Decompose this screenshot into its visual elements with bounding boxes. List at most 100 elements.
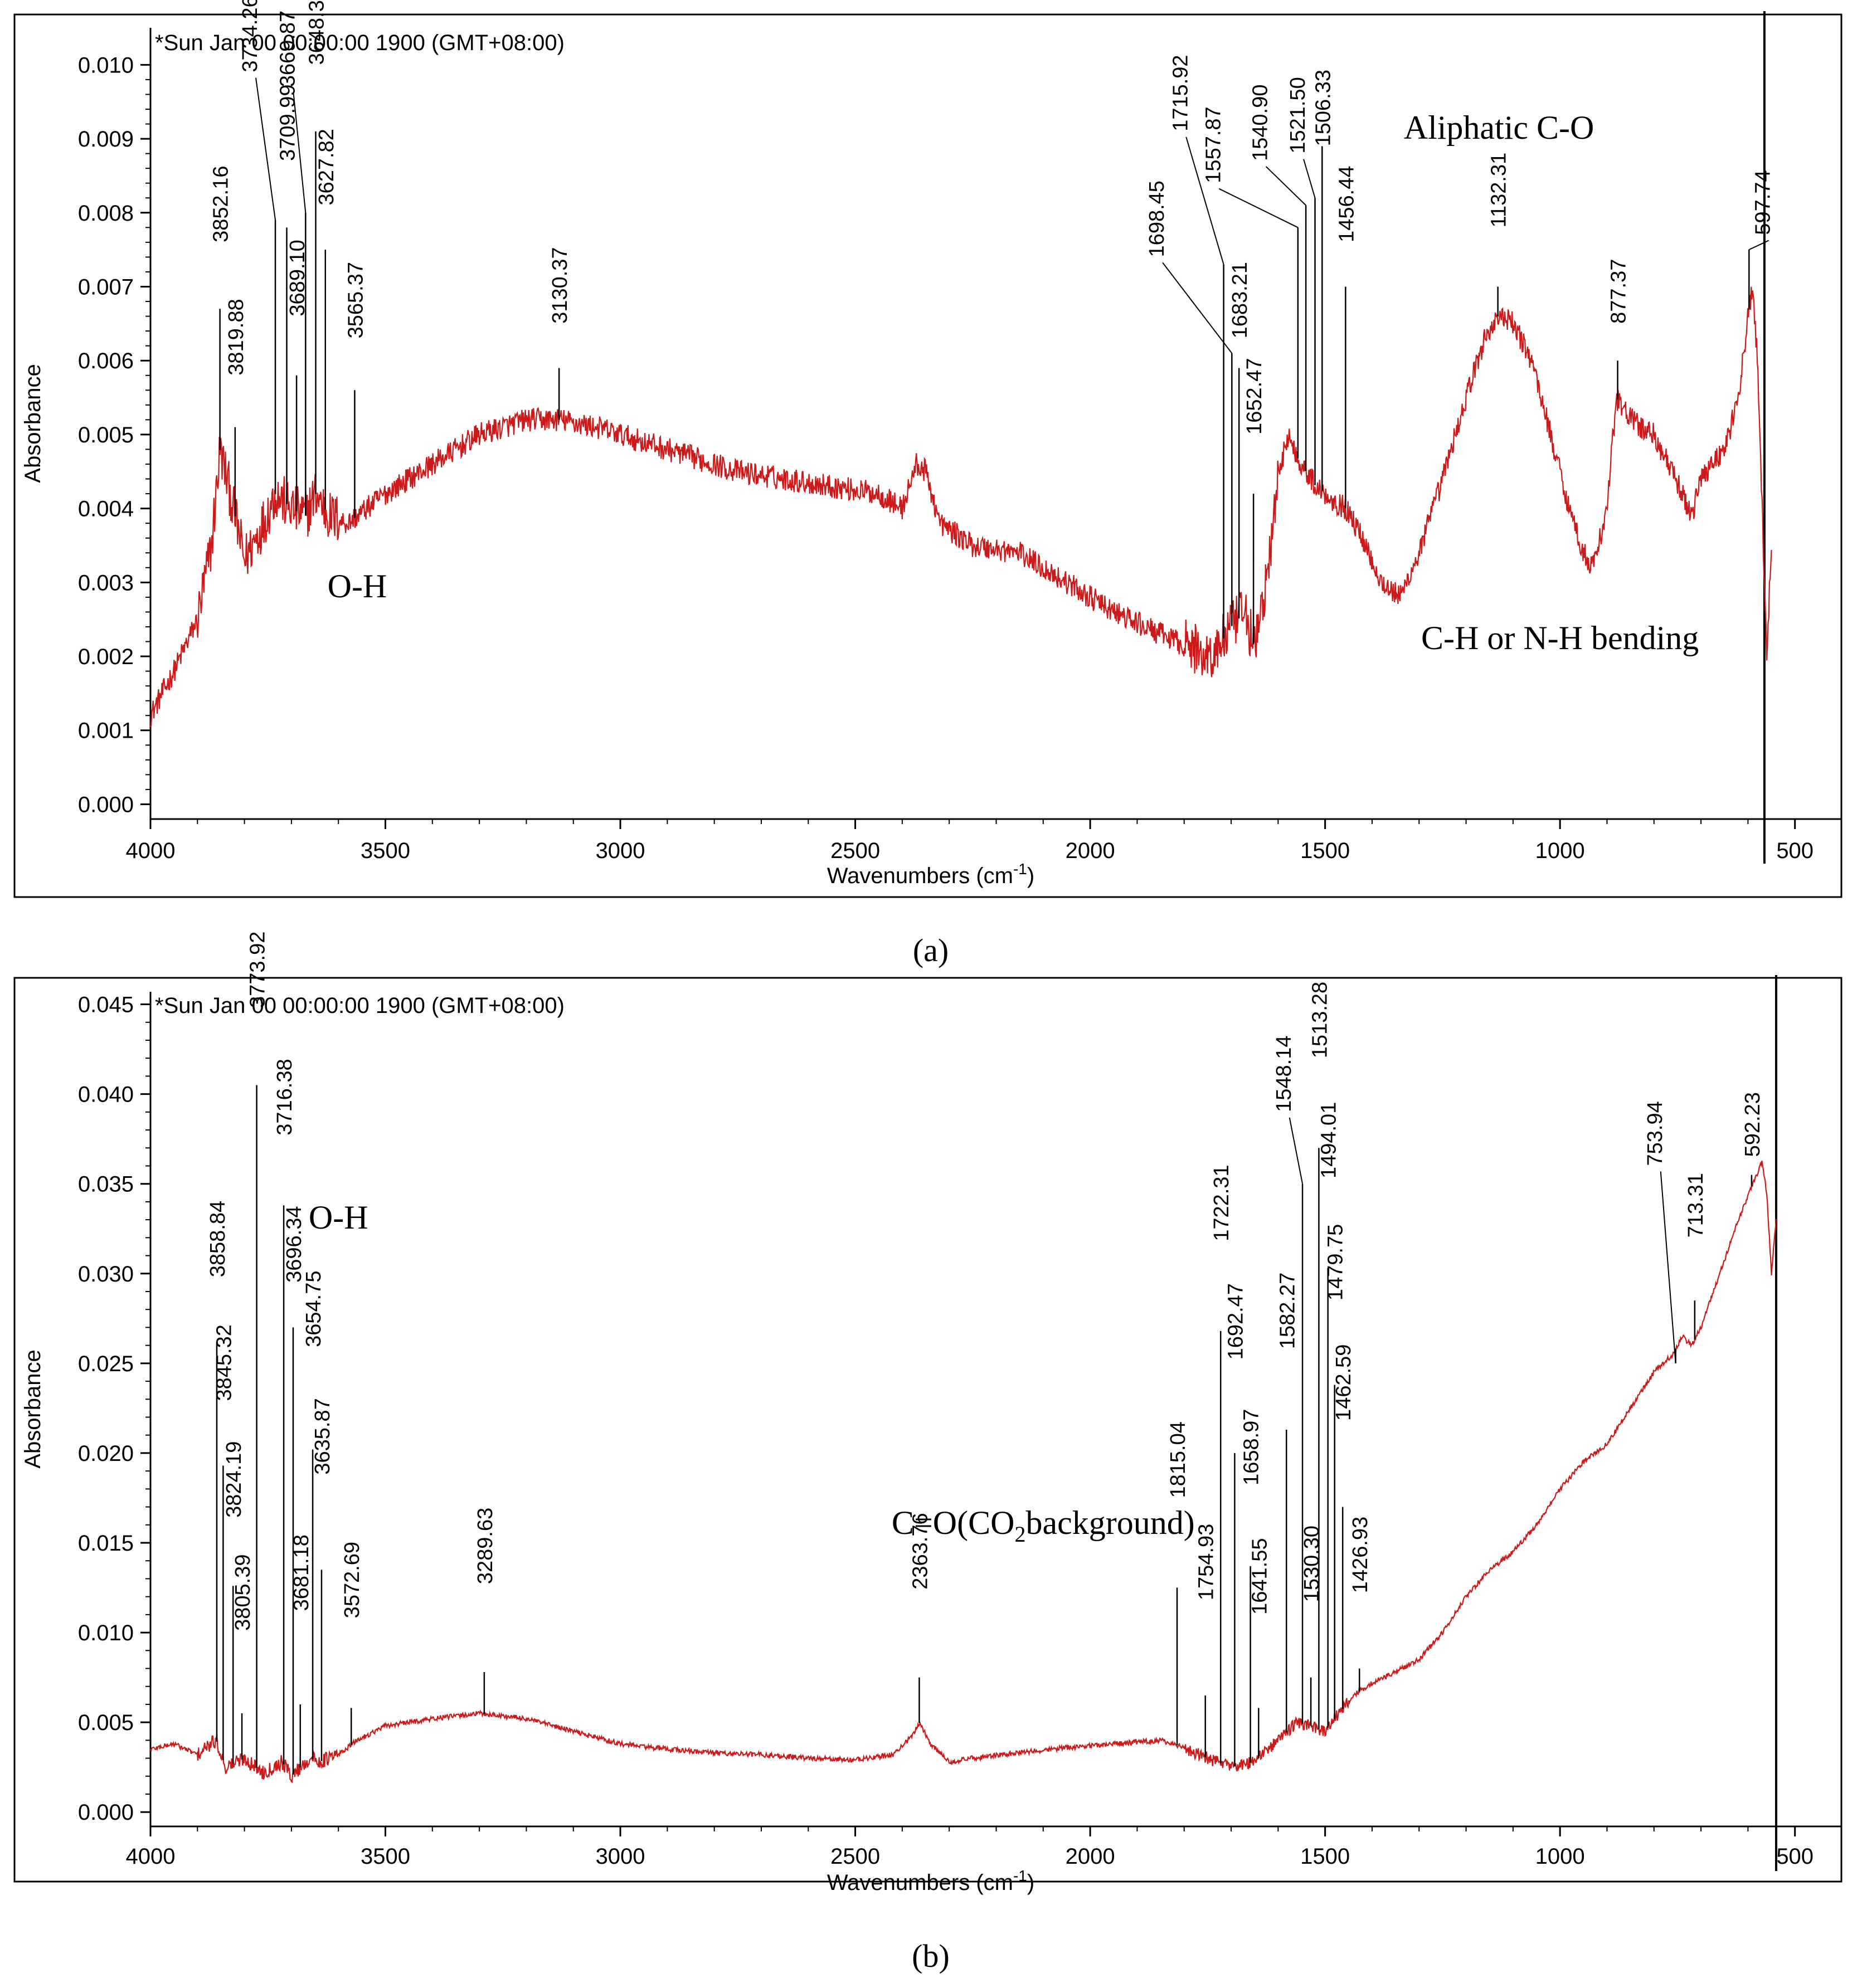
- x-tick-label-b: 3000: [596, 1844, 645, 1869]
- peak-label-b: 1494.01: [1318, 1102, 1341, 1178]
- peak-label-b: 1582.27: [1276, 1273, 1299, 1349]
- peak-label-a: 597.74: [1752, 170, 1775, 235]
- peak-label-b: 3696.34: [283, 1206, 306, 1283]
- y-tick-label-a: 0.003: [78, 571, 134, 595]
- y-tick-label-a: 0.005: [78, 423, 134, 447]
- y-tick-label-b: 0.005: [78, 1711, 134, 1735]
- peak-label-a: 1456.44: [1335, 165, 1358, 242]
- annotation-a: Aliphatic C-O: [1404, 109, 1594, 146]
- peak-label-a: 1557.87: [1202, 106, 1225, 183]
- chart-frame-b: [13, 977, 1842, 1883]
- x-tick-label-b: 4000: [126, 1844, 176, 1869]
- peak-label-a: 3709.99: [276, 85, 299, 161]
- x-tick-label-b: 1000: [1535, 1844, 1585, 1869]
- x-axis-title-main: Wavenumbers (cm: [827, 1870, 1013, 1895]
- peak-label-a: 3648.30: [305, 0, 329, 65]
- annotation-b: C=O(CO2background): [892, 1504, 1195, 1547]
- peak-label-a: 3565.37: [344, 262, 367, 338]
- y-tick-label-a: 0.008: [78, 201, 134, 226]
- y-axis-title-b: Absorbance: [21, 1349, 45, 1468]
- x-axis-title-sup: -1: [1013, 1867, 1027, 1884]
- x-tick-label-a: 3000: [596, 839, 645, 863]
- y-tick-label-a: 0.009: [78, 127, 134, 152]
- x-tick-label-a: 500: [1776, 839, 1814, 863]
- x-tick-label-a: 2000: [1066, 839, 1115, 863]
- x-tick-label-a: 1500: [1300, 839, 1350, 863]
- y-tick-label-b: 0.040: [78, 1083, 134, 1107]
- peak-label-b: 1815.04: [1166, 1421, 1190, 1498]
- peak-label-b: 1513.28: [1308, 982, 1331, 1058]
- y-axis-title-a: Absorbance: [21, 364, 45, 483]
- peak-label-a: 1715.92: [1169, 55, 1192, 131]
- y-tick-label-b: 0.015: [78, 1531, 134, 1556]
- peak-leader-a: [1185, 137, 1224, 265]
- peak-label-b: 3716.38: [273, 1059, 296, 1135]
- peak-label-b: 1692.47: [1224, 1283, 1247, 1360]
- peak-leader-a: [1218, 188, 1299, 228]
- x-tick-label-a: 2500: [830, 839, 880, 863]
- y-tick-label-b: 0.020: [78, 1441, 134, 1466]
- peak-label-b: 3635.87: [311, 1398, 334, 1474]
- annotation-b: O-H: [309, 1199, 368, 1236]
- peak-label-b: 1658.97: [1240, 1409, 1263, 1485]
- peak-leader-a: [1748, 240, 1769, 251]
- x-tick-label-b: 2500: [830, 1844, 880, 1869]
- peak-leader-a: [293, 92, 307, 213]
- peak-label-a: 3130.37: [548, 247, 572, 323]
- peak-leader-a: [255, 77, 276, 221]
- y-tick-label-a: 0.006: [78, 349, 134, 373]
- x-tick-label-a: 3500: [361, 839, 410, 863]
- peak-label-b: 3773.92: [246, 932, 270, 1008]
- peak-label-b: 3654.75: [302, 1270, 325, 1347]
- peak-label-a: 3627.82: [315, 129, 338, 205]
- y-tick-label-b: 0.010: [78, 1621, 134, 1645]
- peak-label-b: 1548.14: [1272, 1035, 1296, 1112]
- y-tick-label-b: 0.045: [78, 993, 134, 1017]
- peak-leader-b: [1289, 1117, 1304, 1184]
- x-tick-label-b: 2000: [1066, 1844, 1115, 1869]
- peak-label-a: 1540.90: [1249, 85, 1272, 161]
- y-tick-label-a: 0.007: [78, 275, 134, 299]
- x-axis-title-main: Wavenumbers (cm: [827, 864, 1013, 888]
- peak-label-b: 592.23: [1741, 1092, 1764, 1157]
- peak-label-b: 3858.84: [206, 1201, 230, 1277]
- peak-label-b: 1722.31: [1210, 1164, 1233, 1241]
- annotation-post: background): [1025, 1504, 1194, 1541]
- plot-area-a: 0.000 0.001 0.002 0.003 0.004 0.005 0.006 0.007…: [21, 0, 1842, 888]
- peak-label-b: 713.31: [1684, 1173, 1708, 1237]
- peak-label-a: 1132.31: [1487, 153, 1511, 228]
- annotation-a: C-H or N-H bending: [1421, 620, 1699, 656]
- peak-label-a: 3819.88: [225, 299, 248, 375]
- y-tick-label-a: 0.010: [78, 53, 134, 77]
- peak-label-a: 1698.45: [1145, 181, 1169, 257]
- annotation-pre: C=O(CO: [892, 1504, 1015, 1541]
- peak-label-b: 3572.69: [341, 1542, 364, 1618]
- y-tick-label-a: 0.002: [78, 645, 134, 669]
- x-axis-title-b: Wavenumbers (cm-1): [827, 1867, 1034, 1895]
- peak-label-b: 3824.19: [222, 1441, 246, 1518]
- peak-label-b: 1754.93: [1195, 1524, 1218, 1600]
- y-tick-label-a: 0.004: [78, 497, 134, 522]
- annotation-sub: 2: [1014, 1522, 1025, 1547]
- x-tick-label-b: 500: [1776, 1844, 1814, 1869]
- peak-label-b: 1530.30: [1300, 1526, 1324, 1602]
- peak-label-b: 3845.32: [212, 1324, 236, 1401]
- chart-panel-b: *Sun Jan 00 00:00:00 1900 (GMT+08:00) 0.…: [13, 932, 1842, 1895]
- peak-label-b: 3805.39: [231, 1554, 255, 1630]
- chart-frame-a: [13, 13, 1842, 898]
- chart-panel-a: *Sun Jan 00 00:00:00 1900 (GMT+08:00) 0.…: [13, 0, 1842, 898]
- peak-label-a: 877.37: [1607, 259, 1631, 324]
- peak-label-a: 1506.33: [1311, 70, 1335, 146]
- peak-label-b: 1462.59: [1332, 1344, 1355, 1421]
- peak-leader-b: [1660, 1171, 1676, 1363]
- annotation-a: O-H: [328, 568, 387, 605]
- x-axis-title-close: ): [1027, 864, 1034, 888]
- peak-label-a: 3852.16: [210, 165, 233, 242]
- peak-label-a: 1683.21: [1228, 262, 1252, 338]
- peak-label-b: 3681.18: [290, 1534, 313, 1611]
- y-tick-label-a: 0.000: [78, 792, 134, 817]
- peak-label-b: 2363.76: [908, 1513, 932, 1589]
- timestamp-a: *Sun Jan 00 00:00:00 1900 (GMT+08:00): [155, 31, 565, 55]
